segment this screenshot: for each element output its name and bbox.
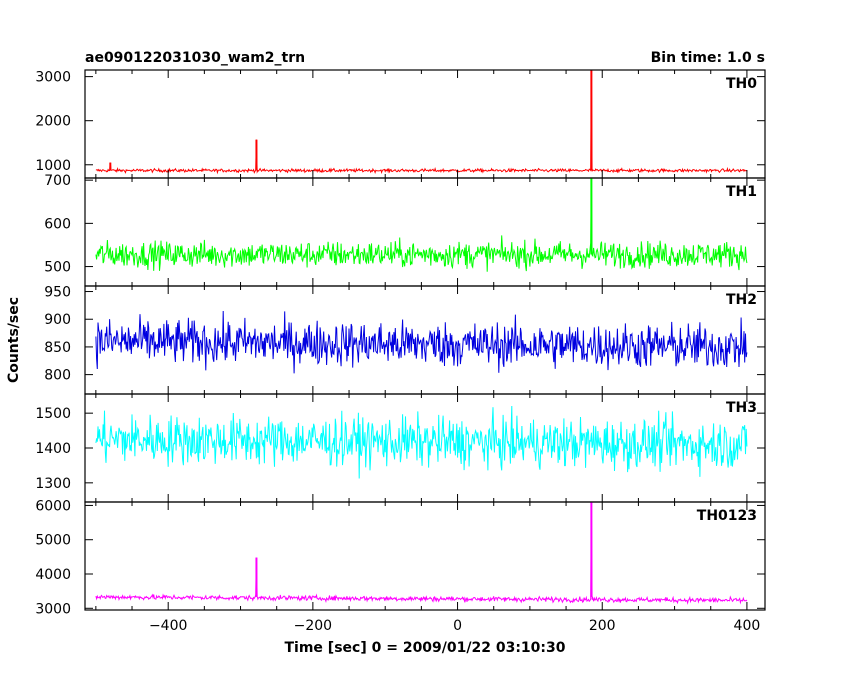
th3-ytick-label: 1400 <box>35 441 71 457</box>
th2-ytick-label: 800 <box>44 368 71 384</box>
th0123-panel-frame <box>84 501 766 611</box>
y-axis-label: Counts/sec <box>6 297 22 383</box>
th0-panel-label: TH0 <box>726 76 757 92</box>
th2-series-line <box>95 310 748 374</box>
th1-panel-frame <box>84 177 766 287</box>
chart-title: ae090122031030_wam2_trn <box>85 50 305 66</box>
th0-ytick-label: 3000 <box>35 70 71 86</box>
xtick-label: −200 <box>294 618 332 634</box>
th0-series-line <box>95 69 748 175</box>
th2-panel-label: TH2 <box>726 292 757 308</box>
th0123-ytick-label: 4000 <box>35 567 71 583</box>
xtick-label: 400 <box>734 618 761 634</box>
th2-ytick-label: 850 <box>44 340 71 356</box>
th1-ytick-label: 700 <box>44 173 71 189</box>
th3-ytick-label: 1500 <box>35 406 71 422</box>
th0123-ytick-label: 3000 <box>35 601 71 617</box>
xtick-label: −400 <box>149 618 187 634</box>
th0-ytick-label: 1000 <box>35 158 71 174</box>
th1-panel-label: TH1 <box>726 184 757 200</box>
x-axis-label: Time [sec] 0 = 2009/01/22 03:10:30 <box>285 640 566 656</box>
th0-ytick-label: 2000 <box>35 114 71 130</box>
th0123-ytick-label: 6000 <box>35 498 71 514</box>
xtick-label: 0 <box>453 618 462 634</box>
th1-ytick-label: 600 <box>44 216 71 232</box>
xtick-label: 200 <box>589 618 616 634</box>
th3-series-line <box>95 405 748 479</box>
th0-panel-frame <box>84 69 766 179</box>
th3-panel-label: TH3 <box>726 400 757 416</box>
th0123-series-line <box>95 501 748 605</box>
th0123-panel-label: TH0123 <box>697 508 757 524</box>
th0123-ytick-label: 5000 <box>35 533 71 549</box>
th1-series-line <box>95 177 748 272</box>
th1-ytick-label: 500 <box>44 260 71 276</box>
th2-ytick-label: 950 <box>44 285 71 301</box>
th2-ytick-label: 900 <box>44 312 71 328</box>
th3-ytick-label: 1300 <box>35 476 71 492</box>
bin-time-label: Bin time: 1.0 s <box>651 50 765 66</box>
